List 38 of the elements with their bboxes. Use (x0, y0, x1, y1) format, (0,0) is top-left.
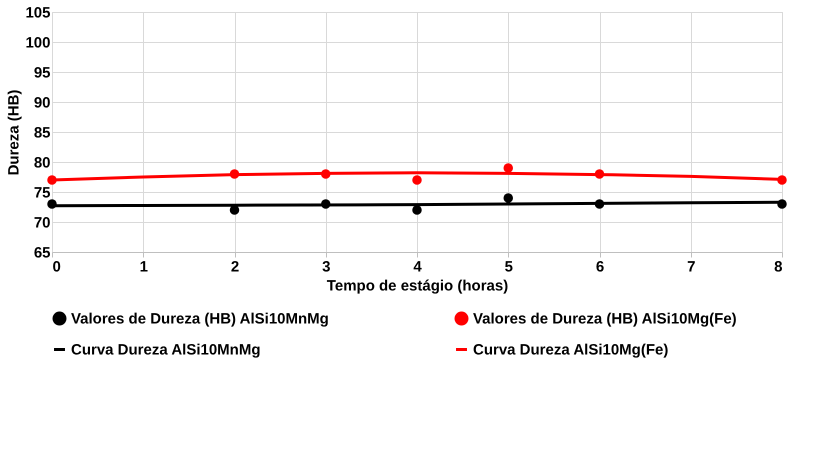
y-tick-label: 85 (34, 124, 50, 142)
point (47, 175, 57, 185)
y-tick-label: 90 (34, 94, 50, 112)
y-tick-label: 75 (34, 184, 50, 202)
x-axis-title: Tempo de estágio (horas) (326, 278, 508, 294)
y-axis-title: Dureza (HB) (5, 90, 22, 176)
point (321, 199, 330, 209)
legend-label: Curva Dureza AlSi10MnMg (71, 342, 260, 358)
y-tick-label: 65 (34, 244, 50, 262)
point (321, 169, 330, 179)
x-tick-label: 0 (52, 258, 61, 276)
point (594, 169, 604, 179)
legend-label: Valores de Dureza (HB) AlSi10MnMg (71, 310, 329, 328)
point (230, 169, 240, 179)
point (594, 199, 604, 209)
point (47, 199, 57, 209)
x-tick-label: 7 (687, 258, 696, 276)
point (777, 199, 787, 209)
legend-label: Valores de Dureza (HB) AlSi10Mg(Fe) (473, 310, 737, 328)
point (504, 193, 513, 203)
y-tick-label: 95 (34, 64, 50, 82)
x-tick-label: 4 (413, 258, 422, 276)
x-tick-label: 3 (322, 258, 330, 276)
legend-label: Curva Dureza AlSi10Mg(Fe) (473, 342, 668, 358)
x-tick-label: 2 (230, 258, 240, 276)
y-tick-label: 100 (25, 34, 50, 52)
point (230, 205, 240, 215)
point (777, 175, 787, 185)
y-tick-label: 80 (34, 154, 50, 172)
y-tick-label: 105 (25, 4, 50, 22)
point (412, 205, 422, 215)
point (504, 163, 513, 173)
x-tick-label: 8 (774, 258, 782, 276)
x-tick-label: 5 (504, 258, 513, 276)
x-tick-label: 6 (596, 258, 604, 276)
y-tick-label: 70 (34, 214, 50, 232)
x-tick-label: 1 (140, 258, 148, 276)
point (412, 175, 422, 185)
